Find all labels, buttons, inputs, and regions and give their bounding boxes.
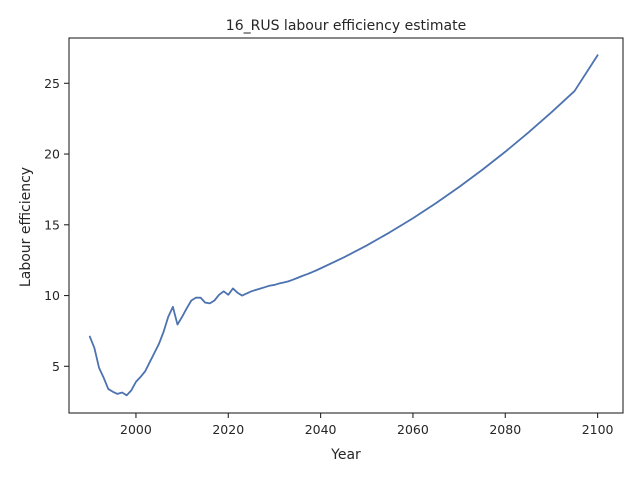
y-axis-label: Labour efficiency — [18, 167, 34, 287]
y-tick-label: 25 — [44, 76, 60, 91]
x-axis: 2000 2020 2040 2060 2080 2100 — [120, 413, 614, 437]
plot-frame — [68, 37, 624, 414]
x-axis-label: Year — [330, 447, 361, 463]
x-tick-label: 2000 — [120, 422, 152, 437]
x-tick-label: 2040 — [305, 422, 337, 437]
x-tick-label: 2100 — [582, 422, 614, 437]
y-tick-label: 15 — [44, 217, 60, 232]
chart-title: 16_RUS labour efficiency estimate — [226, 18, 466, 34]
x-tick-label: 2060 — [397, 422, 429, 437]
y-tick-label: 20 — [44, 147, 60, 162]
x-tick-label: 2080 — [489, 422, 521, 437]
y-axis: 5 10 15 20 25 — [44, 76, 69, 374]
x-tick-label: 2020 — [212, 422, 244, 437]
y-tick-label: 5 — [52, 359, 60, 374]
plot-area: 2000 2020 2040 2060 2080 2100 5 10 15 20 25 — [44, 37, 624, 437]
series-line — [88, 54, 599, 397]
y-tick-label: 10 — [44, 288, 60, 303]
